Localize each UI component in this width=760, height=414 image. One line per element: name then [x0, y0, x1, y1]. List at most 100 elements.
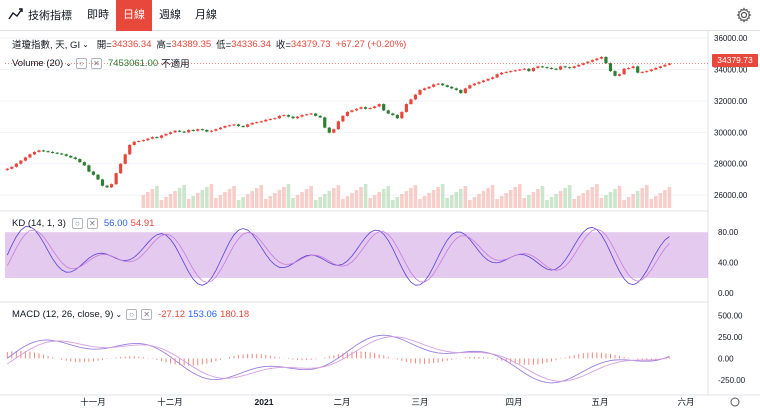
volume-bar	[595, 184, 599, 208]
close-icon[interactable]: ✕	[90, 57, 102, 69]
volume-bar	[513, 187, 518, 208]
candle-body	[613, 71, 617, 76]
candle-body	[450, 86, 454, 89]
volume-name[interactable]: Volume (20)	[12, 57, 64, 69]
chevron-down-icon[interactable]: ⌄	[115, 310, 123, 319]
volume-bar	[263, 199, 268, 208]
candle-body	[382, 104, 386, 111]
volume-bar	[159, 200, 164, 208]
tab-weekly[interactable]: 週線	[159, 8, 181, 21]
candle-body	[363, 107, 368, 109]
macd-value: 153.06	[188, 309, 218, 320]
candle-body	[409, 99, 413, 105]
volume-bar	[626, 197, 631, 208]
candle-body	[522, 68, 526, 70]
volume-bar	[536, 189, 540, 208]
volume-bar	[218, 195, 223, 208]
indicators-menu[interactable]: 技術指標	[0, 0, 72, 31]
candle-body	[509, 71, 513, 73]
candle-body	[531, 67, 535, 72]
kd-name[interactable]: KD (14, 1, 3)	[12, 218, 66, 229]
kd-band	[5, 232, 708, 278]
tab-realtime[interactable]: 即時	[87, 8, 109, 21]
candle-body	[214, 129, 218, 131]
volume-bar	[608, 192, 613, 208]
tab-monthly[interactable]: 月線	[195, 8, 217, 21]
gear-icon[interactable]	[730, 397, 740, 407]
tab-daily[interactable]: 日線	[116, 0, 152, 31]
volume-bar	[300, 192, 304, 208]
candle-body	[586, 61, 590, 64]
candle-body	[422, 88, 427, 90]
kd-axis-tick-label: 40.00	[718, 259, 739, 268]
kd-axis-tick-label: 80.00	[718, 228, 739, 237]
price-axis-tick-label: 28000.00	[714, 160, 748, 169]
time-axis-tick-label: 2021	[255, 397, 274, 407]
volume-bar	[617, 186, 622, 208]
volume-bar	[527, 195, 531, 208]
volume-bar	[309, 186, 313, 208]
volume-bar	[472, 197, 477, 208]
candle-body	[345, 111, 350, 116]
volume-bar	[395, 197, 400, 208]
chevron-down-icon[interactable]: ⌄	[65, 58, 72, 68]
volume-bar	[381, 189, 386, 208]
candle-body	[636, 66, 640, 73]
kd-d-line	[6, 228, 670, 283]
candle-body	[37, 150, 41, 152]
kd-d-value: 54.91	[130, 218, 155, 229]
volume-bar	[468, 200, 472, 208]
candle-body	[622, 68, 626, 75]
candle-body	[132, 141, 136, 145]
candle-body	[300, 115, 304, 117]
volume-bar	[141, 195, 146, 208]
candle-body	[164, 133, 168, 136]
volume-bar	[531, 192, 536, 208]
candle-body	[599, 56, 604, 59]
candle-body	[568, 67, 572, 69]
candle-body	[527, 68, 531, 72]
candle-body	[649, 69, 653, 72]
candle-body	[445, 85, 449, 87]
candle-body	[232, 124, 236, 126]
candle-body	[627, 67, 631, 69]
chevron-down-icon[interactable]: ⌄	[82, 39, 89, 49]
low-value: 34336.34	[231, 38, 271, 50]
symbol-label[interactable]: 道瓊指數, 天, GI	[12, 40, 81, 51]
candle-body	[468, 85, 472, 89]
volume-bar	[386, 186, 391, 208]
candle-body	[391, 113, 395, 116]
candle-body	[73, 157, 77, 160]
volume-bar	[250, 191, 254, 208]
time-axis-tick-label: 三月	[411, 397, 428, 407]
volume-bar	[350, 193, 354, 208]
candle-body	[82, 162, 86, 166]
indicators-label: 技術指標	[28, 10, 72, 22]
macd-signal-line	[7, 336, 670, 382]
candle-body	[187, 129, 191, 133]
candle-body	[481, 80, 486, 83]
close-icon[interactable]: ✕	[141, 309, 153, 320]
visibility-icon[interactable]: ○	[126, 309, 138, 320]
volume-bar	[368, 198, 372, 208]
volume-bar	[649, 199, 654, 208]
chart-canvas[interactable]: 36000.00 34000.00 32000.00 30000.00 28000.00…	[0, 31, 760, 414]
candle-body	[500, 72, 504, 75]
candle-body	[359, 107, 363, 109]
high-label: 高=	[156, 40, 172, 51]
volume-bar	[155, 186, 159, 208]
candle-body	[146, 138, 150, 141]
candle-body	[209, 130, 213, 132]
gear-icon[interactable]	[736, 7, 752, 23]
volume-bar	[259, 185, 264, 208]
volume-bar	[372, 195, 377, 208]
macd-line	[7, 334, 670, 384]
candle-body	[28, 154, 32, 158]
close-icon[interactable]: ✕	[86, 218, 98, 229]
macd-name[interactable]: MACD (12, 26, close, 9)	[12, 309, 114, 320]
candle-body	[46, 151, 50, 153]
volume-bar	[431, 190, 436, 208]
candle-body	[255, 122, 259, 124]
visibility-icon[interactable]: ○	[71, 218, 83, 229]
visibility-icon[interactable]: ○	[75, 57, 87, 69]
